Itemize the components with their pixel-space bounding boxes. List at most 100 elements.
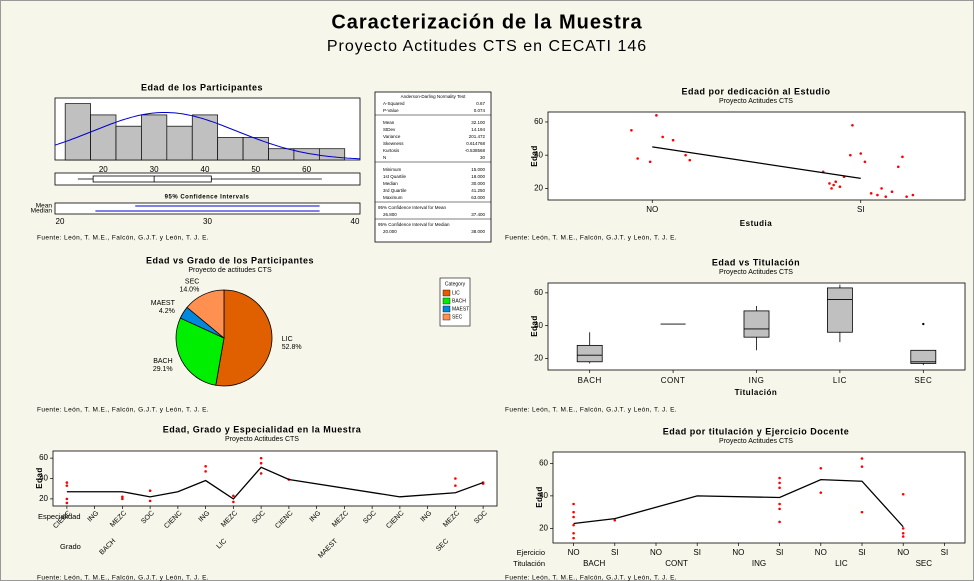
source-note: Fuente: León, T. M.E., Falcón, G.J.T. y …	[37, 575, 209, 581]
stats-label: 1st Quartile	[383, 174, 407, 179]
stats-frame	[374, 91, 492, 243]
x-tick-label: ING	[749, 376, 765, 385]
box	[92, 175, 212, 183]
data-point	[572, 536, 575, 540]
ci-tick-label: 40	[351, 217, 360, 226]
histogram-bar	[90, 114, 117, 161]
histogram-bar	[141, 114, 168, 161]
data-point	[204, 470, 207, 473]
data-point	[901, 535, 905, 538]
ci-tick-label: 20	[56, 217, 65, 226]
data-point	[778, 520, 781, 524]
data-point	[778, 476, 781, 480]
y-tick-label: 60	[539, 458, 548, 467]
stats-table: Anderson-Darling Normality Test A-Squared…	[374, 91, 492, 243]
data-point	[65, 501, 69, 505]
chart-subtitle: Proyecto Actitudes CTS	[719, 269, 793, 276]
y-tick-label: 40	[534, 321, 543, 330]
box	[743, 310, 770, 338]
x-tick-label: CONT	[661, 376, 686, 385]
slice-value: 14.0%	[179, 286, 199, 293]
plot-frame	[52, 450, 498, 507]
stats-value: 37.400	[471, 212, 485, 217]
chart-title: Edad de los Participantes	[141, 82, 263, 92]
stats-value: 38.000	[471, 229, 485, 234]
data-point	[572, 523, 575, 527]
ci-label: Mean	[36, 203, 53, 210]
data-point	[630, 128, 633, 132]
outlier	[922, 322, 925, 326]
legend-label: SEC	[452, 314, 463, 320]
x-tick-label: 40	[201, 165, 210, 174]
chart-subtitle: Proyecto Actitudes CTS	[719, 98, 793, 105]
pie-slice	[215, 289, 273, 387]
group-label: LIC	[835, 559, 848, 568]
y-tick-label: 60	[534, 288, 543, 297]
y-axis-label: Edad	[535, 486, 544, 508]
data-point	[661, 135, 664, 139]
data-point	[613, 518, 617, 522]
legend-swatch	[442, 305, 451, 313]
data-point	[121, 495, 124, 499]
stats-label: Skewness	[383, 141, 404, 146]
source-note: Fuente: León, T. M.E., Falcón, G.J.T. y …	[37, 235, 209, 242]
data-point	[838, 185, 842, 189]
y-tick-label: 20	[539, 523, 548, 532]
stats-label: P-Value	[383, 108, 399, 113]
chart-subtitle: Proyecto de actitudes CTS	[188, 267, 272, 274]
data-point	[884, 195, 888, 198]
data-point	[259, 472, 263, 475]
data-point	[863, 160, 867, 164]
histogram-bar	[242, 137, 269, 161]
mean-line	[652, 146, 861, 180]
histogram-bar	[64, 103, 91, 161]
data-point	[901, 531, 905, 535]
data-point	[65, 484, 69, 487]
x-tick-label: SI	[693, 548, 701, 557]
data-point	[851, 123, 854, 127]
data-point	[636, 157, 639, 160]
x-tick-label: SI	[611, 548, 619, 557]
data-point	[890, 190, 894, 193]
x-tick-label: NO	[732, 548, 744, 557]
data-point	[901, 155, 904, 159]
data-point	[859, 152, 863, 155]
plot-frame	[547, 111, 966, 201]
stats-label: Maximum	[383, 195, 403, 200]
stats-value: 32.100	[471, 120, 485, 125]
data-point	[849, 153, 852, 157]
stats-label: Kurtosis	[383, 148, 400, 153]
chart-subtitle: Proyecto Actitudes CTS	[225, 436, 299, 443]
histogram-bar	[166, 125, 193, 161]
data-point	[684, 153, 687, 157]
x-tick-label: NO	[568, 548, 580, 557]
data-point	[778, 507, 781, 511]
level-name: Especialidad	[38, 512, 81, 521]
legend-swatch	[442, 313, 451, 321]
box	[576, 344, 603, 363]
pie-slice	[175, 317, 225, 386]
data-point	[905, 195, 908, 198]
y-tick-label: 20	[534, 183, 543, 192]
data-point	[778, 481, 781, 485]
y-axis-label: Edad	[35, 467, 44, 489]
stats-label: StDev	[383, 127, 396, 132]
legend-label: MAEST	[452, 306, 469, 312]
data-point	[655, 114, 658, 117]
x-tick-label: SI	[858, 548, 866, 557]
stats-label: Minimum	[383, 167, 402, 172]
data-point	[148, 499, 152, 503]
data-point	[688, 158, 692, 162]
data-point	[259, 456, 263, 460]
data-point	[778, 486, 781, 490]
stats-value: 63.000	[471, 195, 485, 200]
data-point	[232, 494, 235, 498]
y-tick-label: 20	[534, 354, 543, 363]
data-point	[572, 502, 575, 506]
data-point	[671, 138, 675, 142]
box	[826, 287, 853, 333]
data-point	[911, 193, 915, 197]
stats-heading: 95% Confidence Interval for Median	[378, 222, 450, 227]
stats-label: A-Squared	[383, 101, 405, 106]
y-tick-label: 60	[534, 117, 543, 126]
